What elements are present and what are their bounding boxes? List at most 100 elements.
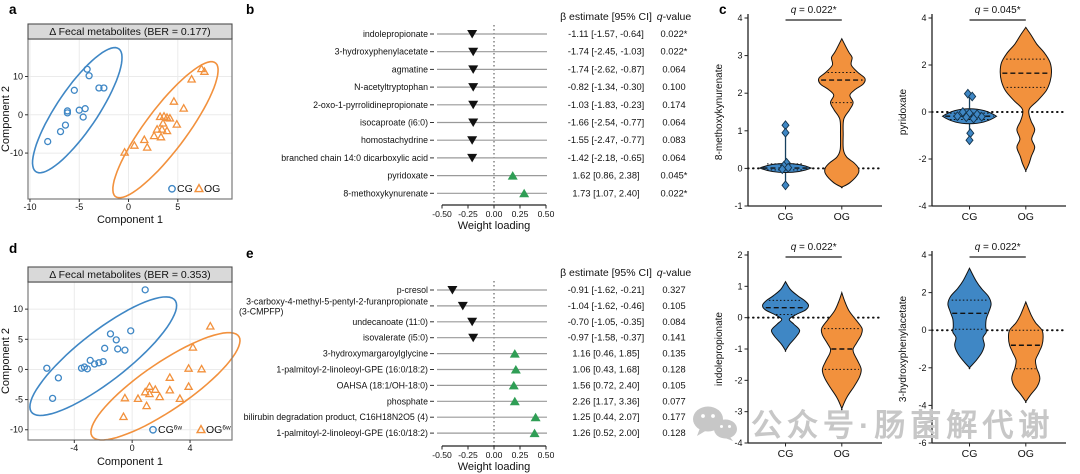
data-point-circle [121, 346, 129, 354]
beta-estimate-value: 2.26 [1.17, 3.36] [572, 396, 639, 406]
x-axis-label: Component 1 [97, 214, 163, 226]
data-point-circle [141, 286, 149, 294]
y-tick-label: 1 [737, 281, 742, 291]
y-tick-label: 10 [13, 304, 23, 314]
data-point-triangle [154, 391, 165, 401]
data-point-triangle [144, 388, 155, 398]
x-tick-label: -0.50 [432, 209, 452, 219]
plot-area [28, 282, 232, 440]
data-point-triangle [205, 321, 216, 330]
data-point-diamond [953, 111, 962, 122]
y-tick-label: 0 [737, 313, 742, 323]
q-column-header: q-value [657, 267, 692, 279]
up-triangle-marker [508, 380, 519, 390]
group-label: CG [778, 211, 794, 223]
beta-estimate-value: 1.26 [0.52, 2.00] [572, 428, 639, 438]
legend-triangle-icon[interactable] [193, 183, 205, 193]
metabolite-label: agmatine [392, 64, 428, 74]
metabolite-label: undecanoate (11:0) [352, 317, 428, 327]
y-tick-label: -2 [918, 154, 926, 164]
x-axis-label: Weight loading [458, 461, 531, 473]
data-point-triangle [186, 74, 197, 83]
q-value: 0.177 [662, 412, 685, 422]
beta-estimate-value: -1.74 [-2.45, -1.03] [568, 47, 645, 57]
metabolite-label: homostachydrine [361, 135, 428, 145]
y-tick-label: -6 [918, 438, 926, 448]
data-point-diamond [977, 111, 986, 122]
x-tick-label: 0.50 [538, 209, 555, 219]
q-value: 0.135 [662, 349, 685, 359]
data-point-triangle [119, 147, 130, 156]
violin-plot-indolepropionate: -4 -3 -2 -1 0 1 2 CG OG indolepropionate q = 0.022… [714, 242, 883, 460]
y-tick-label: 3 [737, 51, 742, 61]
up-triangle-marker [510, 365, 521, 374]
data-point-triangle [140, 387, 150, 396]
data-point-circle [70, 86, 78, 94]
data-point-circle [44, 137, 52, 146]
y-axis-label: Component 2 [0, 86, 12, 152]
q-value: 0.077 [662, 396, 685, 406]
scatter-plot-a: Δ Fecal metabolites (BER = 0.177) -10 -5 0 5… [0, 23, 233, 226]
data-point-triangle [183, 363, 194, 372]
group-label: OG [1018, 448, 1034, 460]
data-point-triangle [188, 342, 198, 351]
group-label: CG [962, 211, 978, 223]
beta-estimate-value: 1.25 [0.44, 2.07] [572, 412, 639, 422]
beta-estimate-value: -1.66 [-2.54, -0.77] [568, 118, 645, 128]
y-tick-label: 5 [18, 334, 23, 344]
q-value: 0.083 [662, 135, 685, 145]
q-value: 0.084 [662, 317, 685, 327]
data-point-circle [77, 364, 86, 372]
metabolite-label: isovalerate (i5:0) [363, 333, 428, 343]
data-point-triangle [172, 119, 182, 128]
violin-plot-3-hydroxyphenylacetate: -6 -4 -2 0 2 4 CG OG 3-hydroxyphenylacetate q = 0… [898, 242, 1067, 460]
beta-estimate-value: 1.62 [0.86, 2.38] [572, 171, 639, 181]
y-tick-label: -4 [918, 400, 926, 410]
q-value: 0.022* [661, 188, 688, 198]
beta-column-header: β estimate [95% CI] [560, 267, 652, 279]
plot-area [28, 39, 232, 199]
data-point-triangle [196, 364, 207, 373]
group-label: OG [834, 211, 850, 223]
violin-plot-pyridoxate: -4 -2 0 2 4 CG OG pyridoxate q = 0.045* [898, 5, 1067, 223]
y-axis-label: 3-hydroxyphenylacetate [898, 295, 909, 402]
x-axis-label: Component 1 [97, 456, 163, 468]
legend-circle-icon[interactable] [149, 425, 157, 434]
y-tick-label: 0 [737, 163, 742, 173]
data-point-diamond [965, 135, 974, 146]
metabolite-label: 1-palmitoyl-2-linoleoyl-GPE (16:0/18:2) [276, 365, 428, 375]
y-tick-label: 1 [737, 126, 742, 136]
data-point-triangle [118, 411, 129, 421]
x-tick-label: 0.25 [512, 450, 529, 460]
data-point-circle [95, 359, 103, 367]
CG-cluster-ellipse [31, 46, 123, 174]
x-tick-label: 0 [130, 443, 135, 453]
data-point-diamond [958, 106, 967, 118]
data-point-triangle [129, 140, 140, 149]
q-value: 0.174 [662, 100, 685, 110]
data-point-circle [79, 113, 87, 121]
beta-estimate-value: 1.06 [0.43, 1.68] [572, 365, 639, 375]
up-triangle-marker [507, 171, 518, 180]
down-triangle-marker [467, 317, 478, 327]
OG-violin [817, 37, 866, 189]
y-tick-label: 2 [737, 88, 742, 98]
group-label: OG [1018, 211, 1034, 223]
data-point-triangle [141, 400, 152, 410]
legend-circle-icon[interactable] [168, 184, 176, 193]
x-tick-label: 0.00 [486, 450, 503, 460]
metabolite-label: OAHSA (18:1/OH-18:0) [337, 380, 428, 390]
x-tick-label: 4 [188, 443, 193, 453]
data-point-diamond [968, 91, 977, 102]
down-triangle-marker [468, 83, 479, 92]
data-point-diamond [969, 113, 978, 124]
data-point-circle [95, 84, 103, 92]
legend-triangle-icon[interactable] [195, 424, 207, 434]
y-tick-label: 2 [921, 60, 926, 70]
data-point-triangle [165, 372, 175, 381]
y-tick-label: 0 [18, 110, 23, 120]
data-point-triangle [156, 132, 166, 141]
q-value: 0.100 [662, 82, 685, 92]
data-point-circle [101, 344, 109, 352]
